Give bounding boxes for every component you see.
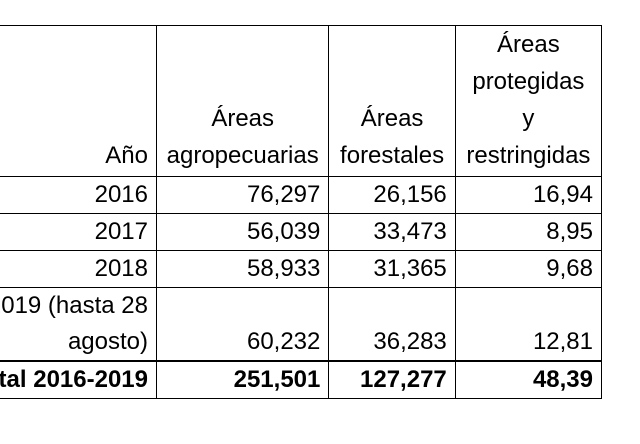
cell-protected: 8,95 (454, 213, 603, 251)
cell-forest: 26,156 (328, 176, 456, 214)
cell-agro: 58,933 (155, 250, 330, 288)
cell-forest: 36,283 (328, 287, 456, 362)
cell-forest: 31,365 (328, 250, 456, 288)
cell-agro: 76,297 (155, 176, 330, 214)
cell-total-forest: 127,277 (328, 360, 456, 399)
cell-protected: 12,81 (454, 287, 603, 362)
cell-total-agro: 251,501 (155, 360, 330, 399)
table-row: 2017 56,039 33,473 8,95 (0, 213, 603, 251)
data-table: Año Áreas agropecuarias Áreas forestales… (0, 25, 603, 399)
header-agro: Áreas agropecuarias (155, 25, 330, 177)
table-row: 2019 (hasta 28 agosto) 60,232 36,283 12,… (0, 287, 603, 362)
cell-agro: 56,039 (155, 213, 330, 251)
table-row: 2018 58,933 31,365 9,68 (0, 250, 603, 288)
cell-protected: 9,68 (454, 250, 603, 288)
header-row: Año Áreas agropecuarias Áreas forestales… (0, 25, 603, 177)
cell-year: 2018 (0, 250, 157, 288)
cell-agro: 60,232 (155, 287, 330, 362)
cell-total-protected: 48,39 (454, 360, 603, 399)
cell-year: 2016 (0, 176, 157, 214)
cell-year: 2017 (0, 213, 157, 251)
header-protected: Áreas protegidas y restringidas (454, 25, 603, 177)
cell-protected: 16,94 (454, 176, 603, 214)
header-forest: Áreas forestales (328, 25, 456, 177)
table-row: 2016 76,297 26,156 16,94 (0, 176, 603, 214)
cell-forest: 33,473 (328, 213, 456, 251)
cell-total-label: Total 2016-2019 (0, 360, 157, 399)
total-row: Total 2016-2019 251,501 127,277 48,39 (0, 360, 603, 399)
cell-year: 2019 (hasta 28 agosto) (0, 287, 157, 362)
header-year: Año (0, 25, 157, 177)
